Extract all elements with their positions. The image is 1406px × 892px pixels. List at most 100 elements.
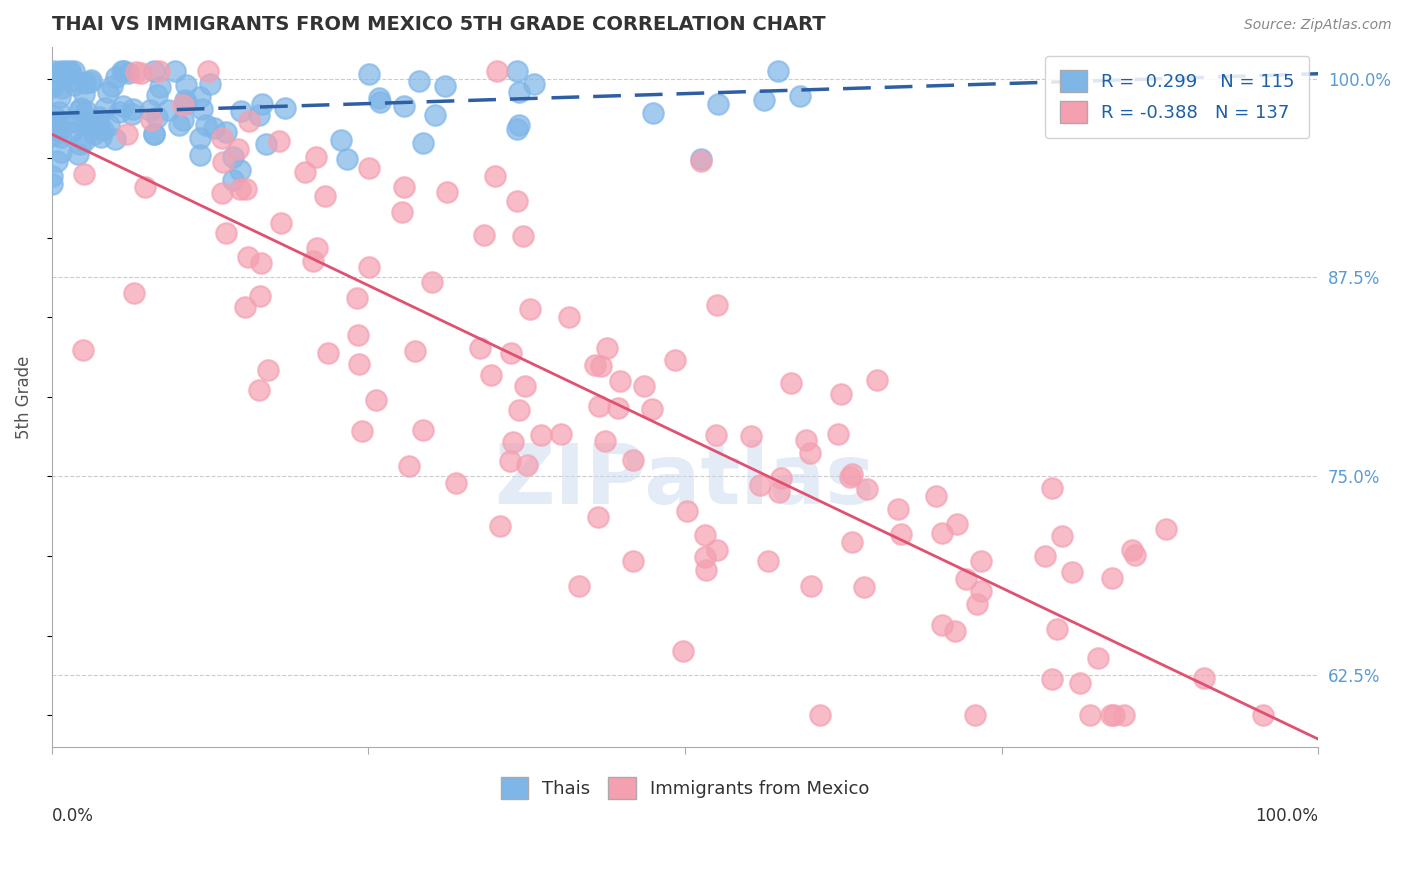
Point — [215, 226, 238, 240]
Point — [516, 458, 538, 472]
Point — [222, 172, 245, 186]
Point — [195, 118, 218, 132]
Legend: Thais, Immigrants from Mexico: Thais, Immigrants from Mexico — [492, 768, 879, 808]
Point — [41, 169, 63, 183]
Point — [63, 63, 86, 78]
Point — [202, 120, 225, 135]
Point — [943, 624, 966, 639]
Point — [235, 181, 257, 195]
Point — [1078, 708, 1101, 723]
Point — [484, 169, 506, 183]
Point — [79, 75, 101, 89]
Point — [695, 549, 717, 564]
Point — [841, 467, 863, 481]
Point — [229, 104, 252, 119]
Point — [188, 90, 211, 104]
Point — [75, 104, 97, 119]
Point — [48, 124, 70, 138]
Point — [558, 310, 581, 325]
Point — [108, 104, 131, 119]
Point — [41, 79, 63, 94]
Point — [329, 133, 352, 147]
Point — [1123, 549, 1146, 563]
Point — [513, 379, 536, 393]
Point — [664, 352, 686, 367]
Point — [129, 66, 152, 80]
Point — [357, 161, 380, 175]
Point — [94, 101, 117, 115]
Point — [550, 426, 572, 441]
Point — [229, 163, 252, 178]
Point — [72, 343, 94, 357]
Point — [766, 63, 789, 78]
Point — [420, 275, 443, 289]
Point — [706, 543, 728, 558]
Point — [808, 707, 831, 722]
Point — [1154, 522, 1177, 536]
Point — [468, 341, 491, 355]
Point — [336, 152, 359, 166]
Point — [163, 63, 186, 78]
Text: 0.0%: 0.0% — [52, 806, 94, 824]
Point — [588, 400, 610, 414]
Point — [149, 80, 172, 95]
Point — [302, 254, 325, 268]
Point — [769, 471, 792, 485]
Point — [114, 63, 136, 78]
Point — [740, 428, 762, 442]
Point — [693, 528, 716, 542]
Point — [827, 426, 849, 441]
Point — [583, 358, 606, 372]
Point — [42, 122, 65, 136]
Point — [139, 103, 162, 117]
Point — [215, 125, 238, 139]
Point — [77, 118, 100, 132]
Point — [706, 428, 728, 442]
Point — [73, 134, 96, 148]
Point — [41, 76, 63, 90]
Point — [110, 63, 132, 78]
Point — [446, 476, 468, 491]
Point — [53, 63, 76, 78]
Point — [188, 147, 211, 161]
Point — [607, 401, 630, 415]
Point — [63, 72, 86, 87]
Point — [865, 373, 887, 387]
Point — [63, 113, 86, 128]
Point — [222, 150, 245, 164]
Point — [105, 70, 128, 84]
Point — [63, 115, 86, 129]
Point — [252, 96, 274, 111]
Point — [70, 101, 93, 115]
Point — [172, 113, 194, 128]
Point — [134, 180, 156, 194]
Point — [349, 357, 371, 371]
Point — [794, 433, 817, 447]
Point — [211, 131, 233, 145]
Text: Source: ZipAtlas.com: Source: ZipAtlas.com — [1244, 18, 1392, 32]
Point — [508, 403, 530, 417]
Point — [1052, 529, 1074, 543]
Point — [318, 345, 340, 359]
Point — [104, 132, 127, 146]
Point — [115, 127, 138, 141]
Point — [82, 116, 104, 130]
Point — [100, 78, 122, 93]
Point — [706, 298, 728, 312]
Point — [352, 424, 374, 438]
Point — [434, 79, 457, 94]
Point — [1101, 571, 1123, 585]
Point — [269, 135, 291, 149]
Point — [1033, 549, 1056, 564]
Point — [42, 115, 65, 129]
Point — [347, 328, 370, 343]
Point — [228, 142, 250, 156]
Point — [436, 185, 458, 199]
Point — [247, 384, 270, 398]
Point — [188, 131, 211, 145]
Point — [45, 119, 67, 133]
Point — [1121, 543, 1143, 558]
Point — [174, 78, 197, 92]
Point — [479, 368, 502, 383]
Point — [519, 301, 541, 316]
